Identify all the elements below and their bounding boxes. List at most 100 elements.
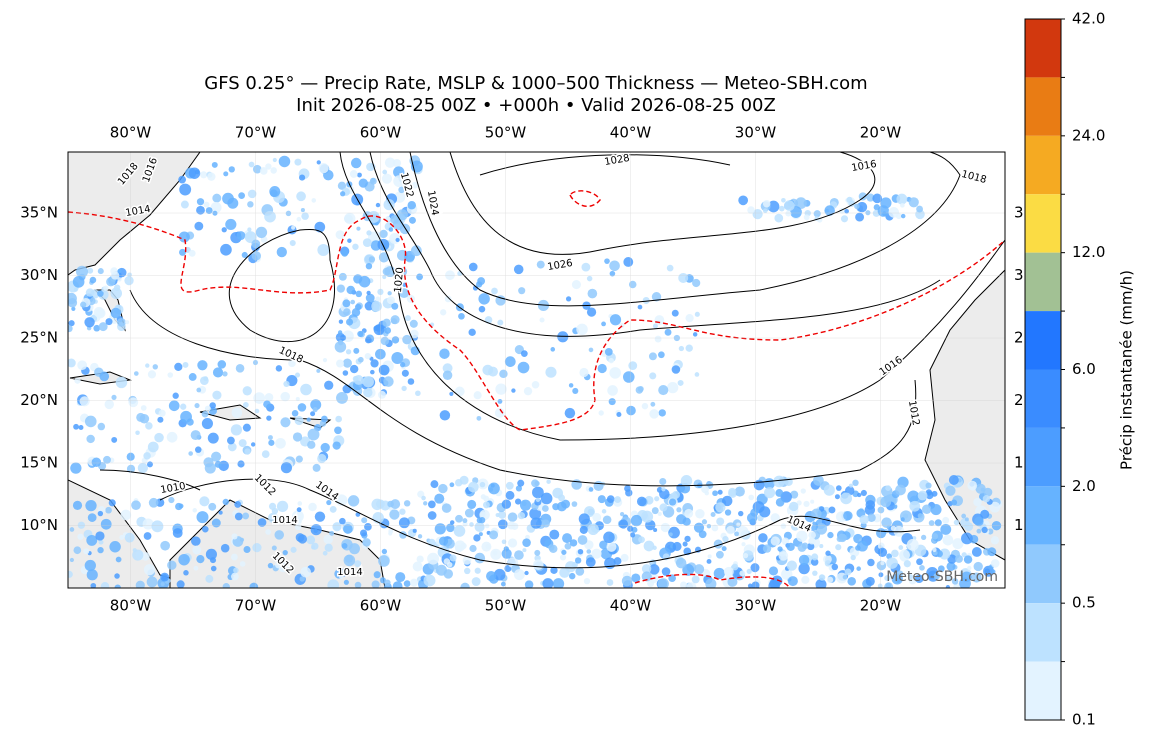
precip-cell bbox=[342, 384, 352, 394]
colorbar-segment bbox=[1025, 544, 1061, 604]
precip-cell bbox=[592, 512, 602, 522]
precip-cell bbox=[925, 491, 934, 500]
precip-cell bbox=[659, 503, 668, 512]
precip-cell bbox=[513, 569, 525, 581]
precip-cell bbox=[84, 559, 96, 572]
precip-cell bbox=[575, 567, 585, 576]
precip-cell bbox=[531, 380, 540, 389]
precip-cell bbox=[786, 542, 795, 551]
precip-cell bbox=[925, 482, 932, 489]
precip-cell bbox=[326, 499, 332, 506]
precip-cell bbox=[252, 543, 262, 553]
precip-cell bbox=[768, 566, 779, 576]
precip-cell bbox=[692, 332, 698, 337]
precip-cell bbox=[609, 260, 620, 272]
precip-cell bbox=[497, 519, 508, 530]
precip-cell bbox=[343, 554, 356, 567]
precip-cell bbox=[877, 205, 890, 217]
colorbar-segment bbox=[1025, 19, 1061, 78]
precip-cell bbox=[715, 502, 726, 513]
precip-cell bbox=[72, 500, 83, 510]
precip-cell bbox=[209, 557, 217, 564]
precip-cell bbox=[371, 300, 382, 312]
precip-cell bbox=[815, 578, 827, 588]
precip-cell bbox=[848, 200, 856, 207]
precip-cell bbox=[316, 368, 321, 373]
precip-cell bbox=[235, 363, 245, 373]
precip-cell bbox=[312, 407, 318, 413]
precip-cell bbox=[909, 577, 917, 585]
precip-cell bbox=[588, 347, 594, 353]
precip-cell bbox=[658, 351, 665, 359]
precip-cell bbox=[207, 432, 219, 444]
contour-label: 1020 bbox=[393, 267, 406, 293]
precip-cell bbox=[416, 555, 424, 563]
precip-cell bbox=[382, 274, 387, 280]
lat-label: 35°N bbox=[20, 204, 58, 222]
precip-cell bbox=[460, 542, 467, 550]
precip-cell bbox=[382, 169, 388, 175]
precip-cell bbox=[623, 371, 635, 383]
precip-cell bbox=[967, 565, 972, 571]
precip-cell bbox=[358, 356, 364, 363]
precip-cell bbox=[357, 330, 364, 338]
precip-cell bbox=[100, 582, 110, 588]
precip-cell bbox=[403, 500, 411, 507]
precip-cell bbox=[69, 527, 75, 532]
precip-cell bbox=[721, 495, 733, 507]
precip-cell bbox=[604, 347, 613, 356]
precip-cell bbox=[137, 462, 148, 474]
precip-cell bbox=[401, 385, 407, 392]
precip-cell bbox=[716, 550, 724, 559]
precip-cell bbox=[990, 536, 1000, 545]
precip-cell bbox=[366, 230, 372, 236]
precip-cell bbox=[493, 568, 506, 581]
precip-cell bbox=[872, 193, 883, 204]
precip-cell bbox=[409, 319, 418, 328]
precip-cell bbox=[559, 554, 567, 561]
precip-cell bbox=[604, 258, 610, 264]
precip-cell bbox=[767, 200, 780, 213]
precip-cell bbox=[197, 360, 208, 371]
precip-cell bbox=[798, 562, 810, 575]
precip-cell bbox=[339, 517, 346, 525]
precip-cell bbox=[434, 523, 446, 535]
precip-cell bbox=[860, 489, 867, 497]
precip-cell bbox=[295, 397, 300, 402]
precip-cell bbox=[268, 439, 275, 446]
precip-cell bbox=[136, 412, 146, 422]
precip-cell bbox=[449, 482, 455, 488]
precip-cell bbox=[104, 399, 114, 410]
precip-cell bbox=[310, 399, 322, 411]
precip-cell bbox=[409, 329, 419, 339]
precip-cell bbox=[387, 291, 392, 296]
precip-cell bbox=[974, 516, 984, 527]
precip-cell bbox=[577, 548, 584, 555]
precip-cell bbox=[569, 572, 576, 580]
precip-cell bbox=[87, 267, 94, 274]
precip-cell bbox=[242, 386, 252, 396]
precip-cell bbox=[701, 519, 708, 525]
precip-cell bbox=[620, 553, 629, 562]
precip-cell bbox=[758, 533, 768, 543]
precip-cell bbox=[416, 273, 423, 281]
precip-cell bbox=[412, 561, 423, 572]
precip-cell bbox=[705, 578, 717, 588]
precip-cell bbox=[865, 210, 871, 216]
precip-cell bbox=[587, 288, 598, 299]
precip-cell bbox=[353, 375, 364, 385]
precip-cell bbox=[625, 489, 633, 497]
precip-cell bbox=[835, 485, 842, 491]
precip-cell bbox=[844, 209, 849, 214]
precip-cell bbox=[108, 499, 116, 507]
precip-cell bbox=[239, 561, 246, 567]
precip-cell bbox=[268, 512, 279, 524]
precip-cell bbox=[713, 567, 725, 580]
precip-cell bbox=[399, 288, 409, 299]
precip-cell bbox=[267, 562, 274, 569]
precip-cell bbox=[158, 409, 166, 417]
precip-cell bbox=[100, 518, 112, 530]
precip-cell bbox=[264, 392, 274, 402]
precip-cell bbox=[294, 416, 304, 426]
precip-cell bbox=[777, 546, 783, 552]
